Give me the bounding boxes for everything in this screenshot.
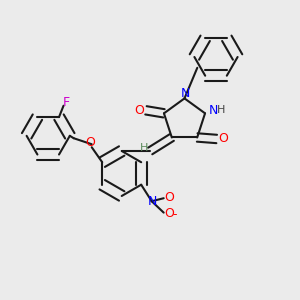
Text: N: N bbox=[209, 104, 218, 117]
Text: O: O bbox=[164, 190, 174, 203]
Text: N: N bbox=[181, 86, 190, 100]
Text: H: H bbox=[140, 143, 148, 153]
Text: O: O bbox=[218, 133, 228, 146]
Text: F: F bbox=[63, 96, 70, 109]
Text: H: H bbox=[217, 105, 225, 115]
Text: N: N bbox=[148, 195, 157, 208]
Text: O: O bbox=[85, 136, 95, 149]
Text: O: O bbox=[134, 104, 144, 117]
Text: -: - bbox=[173, 208, 177, 221]
Text: O: O bbox=[164, 207, 174, 220]
